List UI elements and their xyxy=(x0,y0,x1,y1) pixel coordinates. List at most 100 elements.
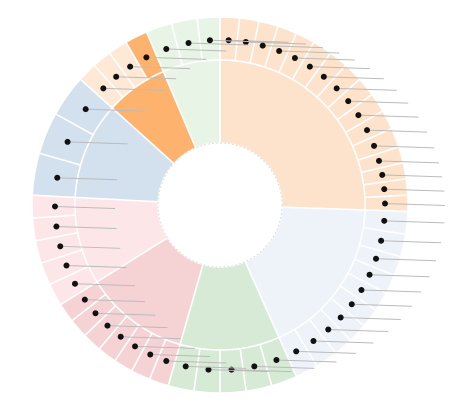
leaf-dot xyxy=(276,47,283,54)
leaf-dot xyxy=(82,106,89,113)
leaf-dot xyxy=(379,171,386,178)
leaf-dot xyxy=(381,186,388,193)
leaf-dot xyxy=(100,85,107,92)
leader-line xyxy=(245,41,306,45)
leader-line xyxy=(103,87,164,91)
leader-line xyxy=(382,174,443,178)
leader-line xyxy=(366,129,428,133)
leader-line xyxy=(384,188,445,192)
leaf-dot xyxy=(63,262,70,269)
leader-line xyxy=(276,359,337,363)
leader-line xyxy=(369,274,430,278)
leader-line xyxy=(208,369,269,373)
leaf-dot xyxy=(306,63,313,70)
leaf-dot xyxy=(273,357,280,364)
leaf-dot xyxy=(348,301,355,308)
leader-line xyxy=(130,66,191,70)
leaf-dot xyxy=(64,138,71,145)
leaf-dot xyxy=(325,326,332,333)
leader-line xyxy=(358,114,419,118)
leader-line xyxy=(107,325,168,329)
leader-line xyxy=(374,145,435,149)
inner-slice xyxy=(162,59,221,149)
leaf-dot xyxy=(364,127,371,134)
leaf-dot xyxy=(366,271,373,278)
leader-line xyxy=(294,57,355,61)
leader-line xyxy=(67,141,128,145)
leader-line xyxy=(381,240,442,244)
leader-line xyxy=(231,369,292,373)
leader-line xyxy=(54,205,116,209)
leader-line xyxy=(150,354,211,358)
leader-line xyxy=(384,203,446,207)
leaf-dot xyxy=(345,98,352,105)
leaf-dot xyxy=(293,348,300,355)
leaf-dot xyxy=(381,200,388,207)
leaf-dot xyxy=(355,112,362,119)
leaf-dot xyxy=(373,255,380,262)
leader-line xyxy=(95,312,156,316)
leader-line xyxy=(336,87,397,91)
leader-line xyxy=(262,45,323,49)
leaf-dot xyxy=(381,217,388,224)
leader-line xyxy=(254,365,315,369)
leaf-dot xyxy=(320,73,327,80)
leader-line xyxy=(361,289,422,293)
leaf-dot xyxy=(310,337,317,344)
leaf-dot xyxy=(163,358,170,365)
leader-line xyxy=(309,66,370,70)
leaf-dot xyxy=(163,45,170,52)
leader-line xyxy=(209,39,270,43)
leader-line xyxy=(228,39,289,43)
leaf-dot xyxy=(117,333,124,340)
leader-line xyxy=(57,177,118,181)
leader-line xyxy=(120,336,181,340)
leader-line xyxy=(378,160,440,164)
leaf-dot xyxy=(147,351,154,358)
leaf-dot xyxy=(182,363,189,370)
leader-line xyxy=(84,299,145,303)
leaf-dot xyxy=(291,54,298,61)
leader-line xyxy=(166,360,227,364)
leaf-dot xyxy=(206,37,213,44)
leaf-dot xyxy=(52,203,59,210)
leaf-dot xyxy=(132,343,139,350)
leaf-dot xyxy=(333,85,340,92)
leader-line xyxy=(85,108,146,112)
leaf-dot xyxy=(92,310,99,317)
leader-line xyxy=(146,56,207,60)
inner-slice xyxy=(219,59,366,211)
leaf-dot xyxy=(104,322,111,329)
leader-line xyxy=(375,258,437,262)
leaf-dot xyxy=(337,314,344,321)
leaf-dot xyxy=(113,73,120,80)
leader-line xyxy=(328,329,389,333)
leaf-dot xyxy=(378,237,385,244)
inner-ring-border xyxy=(157,142,283,268)
leader-line xyxy=(135,345,196,349)
leaf-dot xyxy=(127,63,134,70)
leader-line xyxy=(56,226,117,230)
leaf-dot xyxy=(143,54,150,61)
leader-line xyxy=(185,365,246,369)
leader-line xyxy=(351,303,412,307)
leaf-dot xyxy=(54,174,61,181)
leaf-dot xyxy=(259,42,266,49)
leader-line xyxy=(166,48,227,52)
leader-line xyxy=(348,100,409,104)
leaf-dot xyxy=(81,296,88,303)
leader-line xyxy=(60,245,121,249)
leader-line xyxy=(384,220,445,224)
leaf-dot xyxy=(71,280,78,287)
leaf-dot xyxy=(242,39,249,46)
leaf-dot xyxy=(205,366,212,373)
leaf-dot xyxy=(185,40,192,47)
leader-line xyxy=(279,50,340,54)
leader-line xyxy=(313,340,374,344)
leaf-dot xyxy=(251,363,258,370)
leaf-dot xyxy=(57,243,64,250)
leader-line xyxy=(323,76,384,80)
leader-line xyxy=(66,264,127,268)
leader-line xyxy=(296,350,357,354)
